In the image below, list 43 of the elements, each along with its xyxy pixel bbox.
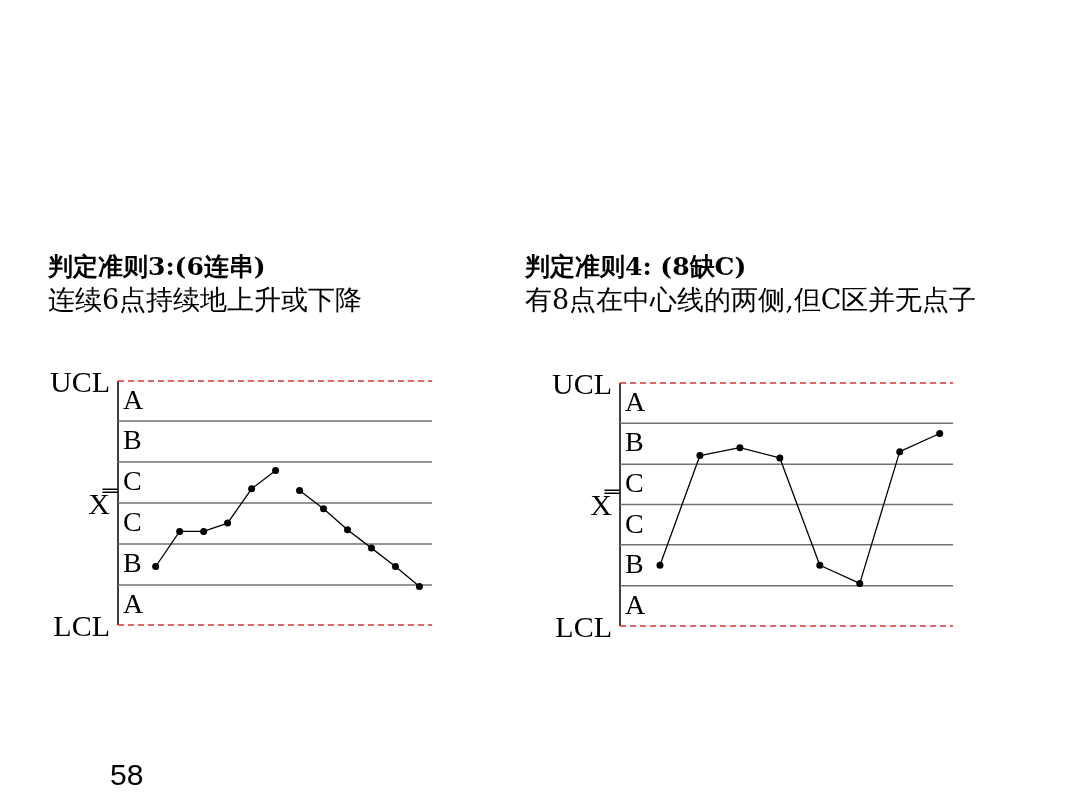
- point: [320, 505, 328, 513]
- annotation: B: [625, 426, 644, 458]
- text: A: [123, 384, 144, 415]
- annotation: C: [625, 467, 644, 499]
- point: [200, 527, 208, 535]
- point: [224, 519, 232, 527]
- point: [896, 448, 904, 456]
- point: [776, 454, 784, 462]
- point: [736, 444, 744, 452]
- annotation: C: [123, 506, 142, 537]
- text: A: [625, 588, 646, 620]
- point: [415, 583, 423, 591]
- point: [367, 544, 375, 552]
- chart-subtitle: 有8点在中心线的两侧,但C区并无点子: [525, 283, 978, 317]
- chart-title: 判定准则3:(6连串): [48, 251, 267, 283]
- point: [176, 527, 184, 535]
- chart-title: 判定准则4: (8缺C): [525, 251, 748, 283]
- point: [344, 526, 352, 534]
- ref-line-label: UCL: [552, 366, 612, 400]
- ref-line-label: LCL: [53, 608, 110, 642]
- point: [696, 452, 704, 460]
- point: [656, 561, 664, 569]
- point: [272, 466, 280, 474]
- text: B: [123, 424, 142, 456]
- point: [152, 563, 160, 571]
- point: [391, 563, 399, 571]
- annotation: C: [123, 465, 142, 497]
- ref-line-label: X̿: [590, 488, 620, 521]
- point: [248, 485, 256, 493]
- point: [296, 486, 304, 494]
- text: 58: [110, 758, 144, 792]
- point: [816, 561, 824, 569]
- annotation: C: [625, 507, 644, 539]
- annotation: B: [123, 546, 142, 578]
- ref-line-label: LCL: [555, 609, 612, 643]
- chart-subtitle: 连续6点持续地上升或下降: [48, 283, 364, 317]
- point: [936, 429, 944, 437]
- ref-line-label: X̿: [88, 486, 118, 520]
- text: A: [123, 587, 144, 619]
- annotation: B: [625, 547, 644, 579]
- point: [856, 579, 864, 587]
- ref-line-label: UCL: [50, 364, 110, 398]
- text: A: [625, 386, 646, 417]
